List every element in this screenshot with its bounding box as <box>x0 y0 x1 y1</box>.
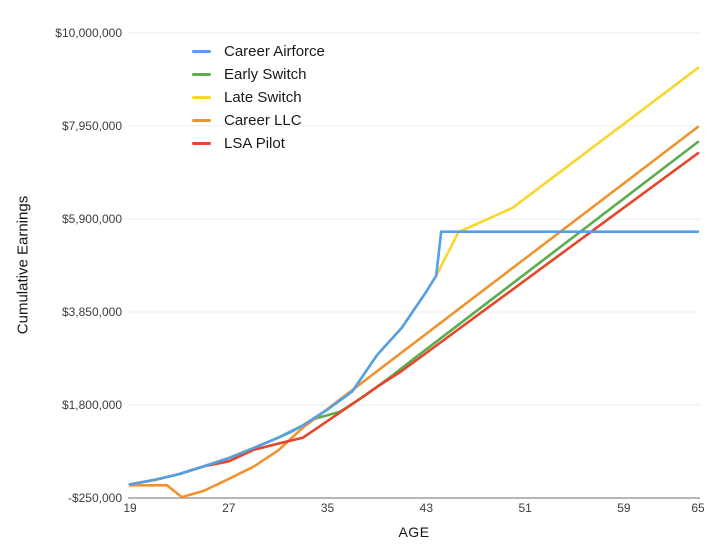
x-tick-label: 59 <box>617 501 631 515</box>
y-tick-label: -$250,000 <box>68 491 122 505</box>
legend-label: Career Airforce <box>224 43 325 60</box>
x-tick-label: 35 <box>321 501 335 515</box>
legend-swatch-early-switch <box>192 73 211 76</box>
x-axis-title: AGE <box>398 524 430 540</box>
x-tick-labels: 19 27 35 43 51 59 65 <box>123 501 705 515</box>
series-line-career-airforce <box>128 230 700 486</box>
y-tick-label: $7,950,000 <box>62 119 122 133</box>
legend-item-early-switch: Early Switch <box>192 63 325 86</box>
y-axis-title: Cumulative Earnings <box>14 195 32 335</box>
legend-item-lsa-pilot: LSA Pilot <box>192 132 325 155</box>
gridlines <box>128 32 700 499</box>
x-tick-label: 65 <box>691 501 705 515</box>
legend-label: Early Switch <box>224 66 307 83</box>
legend: Career Airforce Early Switch Late Switch Ca… <box>192 40 325 155</box>
x-tick-label: 51 <box>518 501 532 515</box>
y-tick-label: $10,000,000 <box>55 26 122 40</box>
y-tick-labels: $10,000,000 $7,950,000 $5,900,000 $3,850,00… <box>55 26 122 505</box>
legend-swatch-lsa-pilot <box>192 142 211 145</box>
series-line-career-llc <box>128 125 700 499</box>
x-tick-label: 27 <box>222 501 236 515</box>
legend-item-career-llc: Career LLC <box>192 109 325 132</box>
series-line-lsa-pilot <box>128 151 700 486</box>
legend-label: LSA Pilot <box>224 135 285 152</box>
legend-swatch-late-switch <box>192 96 211 99</box>
y-tick-label: $1,800,000 <box>62 398 122 412</box>
legend-label: Career LLC <box>224 112 302 129</box>
x-tick-label: 19 <box>123 501 137 515</box>
legend-item-career-airforce: Career Airforce <box>192 40 325 63</box>
y-tick-label: $5,900,000 <box>62 212 122 226</box>
legend-swatch-career-airforce <box>192 50 211 53</box>
x-tick-label: 43 <box>420 501 434 515</box>
y-tick-label: $3,850,000 <box>62 305 122 319</box>
legend-item-late-switch: Late Switch <box>192 86 325 109</box>
legend-label: Late Switch <box>224 89 302 106</box>
series-lines <box>128 66 700 499</box>
legend-swatch-career-llc <box>192 119 211 122</box>
